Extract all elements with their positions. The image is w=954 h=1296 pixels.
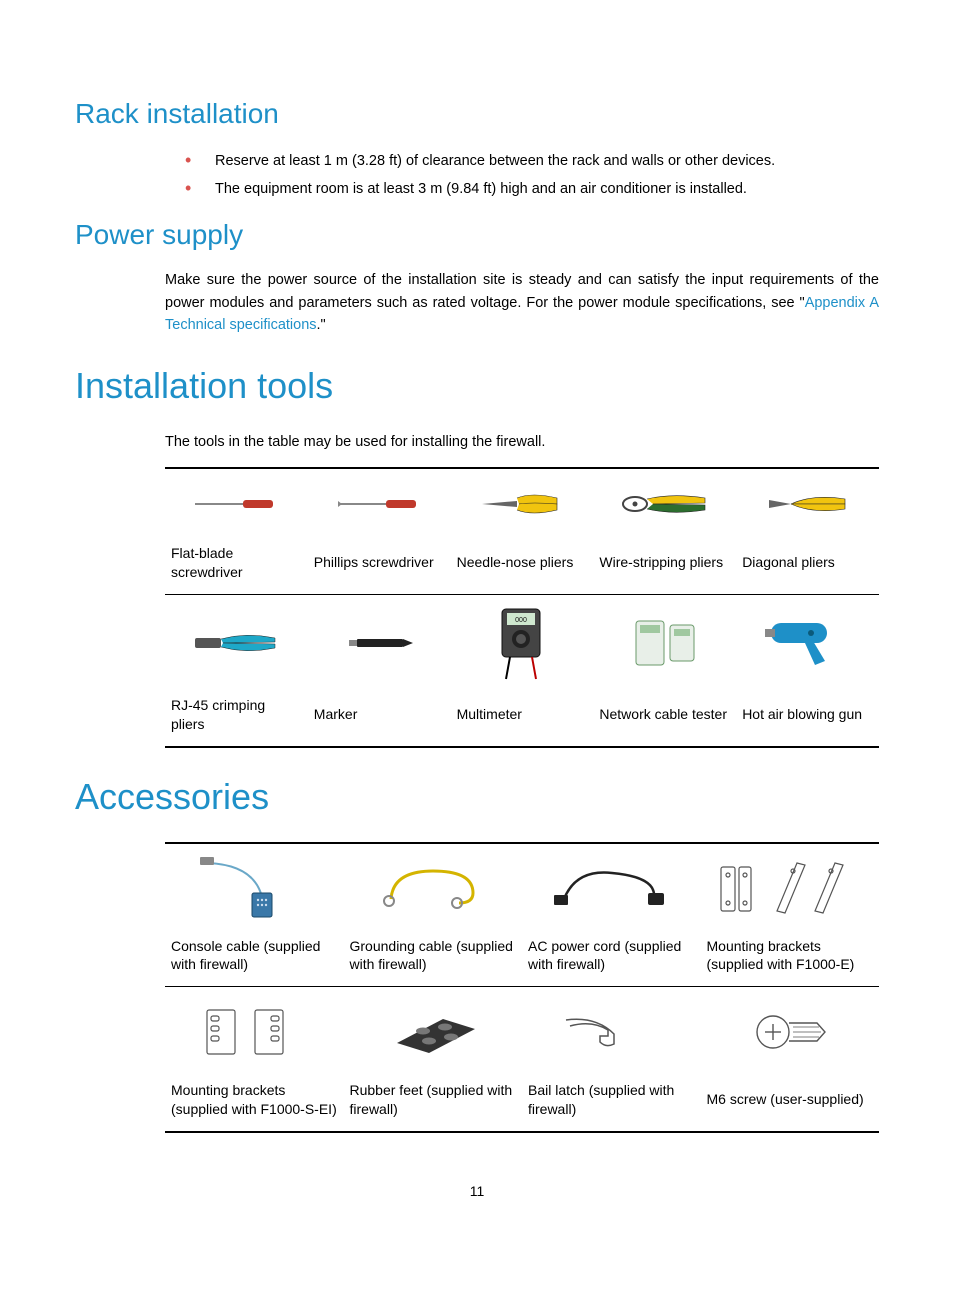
tool-label: Diagonal pliers (736, 538, 879, 594)
accessory-label: Mounting brackets (supplied with F1000-E… (701, 931, 880, 987)
accessories-table: Console cable (supplied with firewall) G… (165, 842, 879, 1133)
accessory-label: AC power cord (supplied with firewall) (522, 931, 701, 987)
accessory-label: M6 screw (user-supplied) (701, 1075, 880, 1132)
wire-stripping-pliers-icon (617, 489, 713, 522)
installation-tools-heading: Installation tools (75, 365, 879, 407)
power-supply-heading: Power supply (75, 219, 879, 251)
tool-label: Multimeter (451, 690, 594, 747)
hot-air-gun-icon (763, 613, 853, 676)
tool-label: Flat-blade screwdriver (165, 538, 308, 594)
accessory-label: Rubber feet (supplied with firewall) (344, 1075, 523, 1132)
cable-tester-icon (630, 613, 700, 676)
svg-text:000: 000 (515, 617, 527, 624)
page-number: 11 (75, 1183, 879, 1199)
power-cord-icon (546, 863, 676, 916)
accessories-heading: Accessories (75, 776, 879, 818)
phillips-screwdriver-icon (336, 495, 422, 516)
needle-nose-pliers-icon (477, 490, 567, 521)
rack-bullet-1: Reserve at least 1 m (3.28 ft) of cleara… (185, 148, 879, 176)
tool-label: Network cable tester (593, 690, 736, 747)
m6-screw-icon (745, 1009, 835, 1058)
rack-bullet-2: The equipment room is at least 3 m (9.84… (185, 176, 879, 204)
tools-table: Flat-blade screwdriver Phillips screwdri… (165, 467, 879, 748)
marker-icon (339, 635, 419, 654)
rubber-feet-icon (383, 1007, 483, 1060)
crimping-pliers-icon (191, 628, 281, 661)
grounding-cable-icon (373, 863, 493, 916)
tool-label: Marker (308, 690, 451, 747)
power-supply-paragraph: Make sure the power source of the instal… (165, 269, 879, 336)
power-text-after: ." (317, 317, 326, 333)
power-text-before: Make sure the power source of the instal… (165, 272, 879, 310)
diagonal-pliers-icon (763, 490, 853, 521)
accessory-label: Console cable (supplied with firewall) (165, 931, 344, 987)
console-cable-icon (194, 853, 314, 926)
accessory-label: Bail latch (supplied with firewall) (522, 1075, 701, 1132)
tool-label: Wire-stripping pliers (593, 538, 736, 594)
multimeter-icon: 000 (492, 603, 552, 686)
rack-installation-heading: Rack installation (75, 98, 879, 130)
rack-bullet-list: Reserve at least 1 m (3.28 ft) of cleara… (185, 148, 879, 203)
tool-label: Phillips screwdriver (308, 538, 451, 594)
tool-label: Needle-nose pliers (451, 538, 594, 594)
tools-intro: The tools in the table may be used for i… (165, 431, 879, 453)
accessory-label: Grounding cable (supplied with firewall) (344, 931, 523, 987)
brackets-f1000sei-icon (199, 1002, 309, 1065)
flat-screwdriver-icon (193, 495, 279, 516)
bail-latch-icon (556, 1010, 666, 1057)
brackets-f1000e-icon (715, 853, 865, 926)
tool-label: RJ-45 crimping pliers (165, 690, 308, 747)
tool-label: Hot air blowing gun (736, 690, 879, 747)
accessory-label: Mounting brackets (supplied with F1000-S… (165, 1075, 344, 1132)
